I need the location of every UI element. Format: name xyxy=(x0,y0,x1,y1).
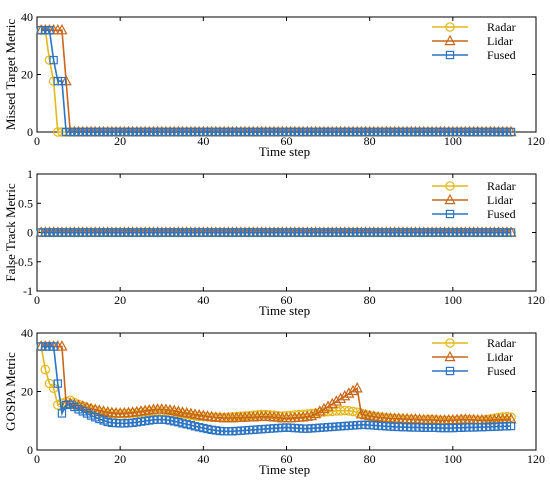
legend-marker-fused xyxy=(445,50,455,60)
data-point-lidar xyxy=(343,387,355,398)
x-axis-label: Time step xyxy=(259,303,310,318)
series-radar xyxy=(36,25,516,137)
legend-marker-radar xyxy=(445,338,455,348)
x-tick-label: 120 xyxy=(527,452,545,466)
plot-area-frame xyxy=(36,16,537,133)
data-point-lidar xyxy=(314,405,326,416)
y-tick-label: -1 xyxy=(23,284,33,298)
x-tick-label: 0 xyxy=(34,293,40,307)
legend-label-fused: Fused xyxy=(487,48,516,62)
gospa-chart: 0 20 40 60 80 100 120 0 20 40 Time step GOSPA Metri… xyxy=(3,326,545,477)
legend-label-lidar: Lidar xyxy=(487,350,513,364)
series-fused xyxy=(36,342,516,436)
legend-marker-fused xyxy=(445,209,455,219)
series-fused xyxy=(36,26,516,137)
x-tick-label: 0 xyxy=(34,134,40,148)
y-tick-label: -0.5 xyxy=(14,255,33,269)
legend-label-lidar: Lidar xyxy=(487,193,513,207)
series-line-lidar xyxy=(41,29,512,133)
y-tick-label: 1 xyxy=(27,167,33,181)
legend-label-radar: Radar xyxy=(487,20,516,34)
data-point-fused xyxy=(506,127,516,137)
y-tick-label: 0 xyxy=(27,125,33,139)
legend-label-fused: Fused xyxy=(487,364,516,378)
legend-label-radar: Radar xyxy=(487,179,516,193)
data-point-lidar xyxy=(310,407,322,419)
x-tick-label: 60 xyxy=(281,293,293,307)
legend-label-lidar: Lidar xyxy=(487,34,513,48)
data-point-lidar xyxy=(56,340,68,351)
legend-marker-lidar xyxy=(444,350,456,362)
x-tick-label: 40 xyxy=(197,452,209,466)
data-point-fused xyxy=(506,421,516,431)
y-axis-label: Missed Target Metric xyxy=(3,19,18,130)
data-point-lidar xyxy=(351,382,363,393)
data-point-lidar xyxy=(318,402,330,414)
y-tick-label: 0 xyxy=(27,226,33,240)
x-tick-label: 80 xyxy=(364,134,376,148)
data-point-fused xyxy=(53,379,62,388)
data-point-lidar xyxy=(326,397,338,409)
data-point-fused xyxy=(506,228,516,237)
data-point-lidar xyxy=(56,23,68,35)
missed-target-chart: 0 20 40 60 80 100 120 0 20 40 Time step Missed Targ… xyxy=(3,10,545,159)
data-point-fused xyxy=(57,76,67,86)
legend-marker-lidar xyxy=(444,34,456,46)
y-tick-label: 0 xyxy=(27,443,33,457)
data-point-fused xyxy=(57,409,67,418)
y-tick-label: 40 xyxy=(21,326,33,340)
x-tick-label: 0 xyxy=(34,452,40,466)
legend-marker-fused xyxy=(445,366,455,376)
x-tick-label: 80 xyxy=(364,293,376,307)
series-fused xyxy=(36,228,516,237)
legend-marker-radar xyxy=(445,181,455,191)
x-axis-label: Time step xyxy=(259,144,310,159)
y-tick-label: 20 xyxy=(21,68,33,82)
data-point-fused xyxy=(45,26,54,35)
x-tick-label: 40 xyxy=(197,134,209,148)
x-tick-label: 20 xyxy=(114,293,126,307)
data-point-lidar xyxy=(339,389,351,401)
data-point-fused xyxy=(49,342,58,351)
legend-marker-radar xyxy=(445,22,455,32)
x-tick-label: 120 xyxy=(527,134,545,148)
plot-area-frame xyxy=(36,332,537,451)
x-tick-label: 100 xyxy=(444,452,462,466)
x-tick-label: 80 xyxy=(364,452,376,466)
data-point-radar xyxy=(40,364,51,375)
series-line-fused xyxy=(41,29,512,133)
data-point-fused xyxy=(49,55,58,65)
x-tick-label: 20 xyxy=(114,134,126,148)
x-tick-label: 100 xyxy=(444,134,462,148)
data-point-lidar xyxy=(330,395,343,406)
false-track-chart: 0 20 40 60 80 100 120 -1 -0.5 0 0.5 1 Time step False… xyxy=(3,167,545,318)
x-tick-label: 60 xyxy=(281,452,293,466)
series-line-radar xyxy=(41,29,512,133)
y-tick-label: 0.5 xyxy=(18,196,33,210)
data-point-lidar xyxy=(334,392,347,404)
legend-marker-lidar xyxy=(444,193,456,205)
x-tick-label: 20 xyxy=(114,452,126,466)
data-point-lidar xyxy=(322,400,334,411)
y-axis-label: False Track Metric xyxy=(3,183,18,281)
y-tick-label: 20 xyxy=(21,385,33,399)
data-point-lidar xyxy=(305,409,318,421)
legend-label-radar: Radar xyxy=(487,336,516,350)
y-tick-label: 40 xyxy=(21,10,33,24)
x-tick-label: 40 xyxy=(197,293,209,307)
x-tick-label: 60 xyxy=(281,134,293,148)
x-tick-label: 120 xyxy=(527,293,545,307)
data-point-lidar xyxy=(347,384,359,396)
x-tick-label: 100 xyxy=(444,293,462,307)
legend-label-fused: Fused xyxy=(487,207,516,221)
y-axis-label: GOSPA Metric xyxy=(3,352,18,431)
x-axis-label: Time step xyxy=(259,462,310,477)
